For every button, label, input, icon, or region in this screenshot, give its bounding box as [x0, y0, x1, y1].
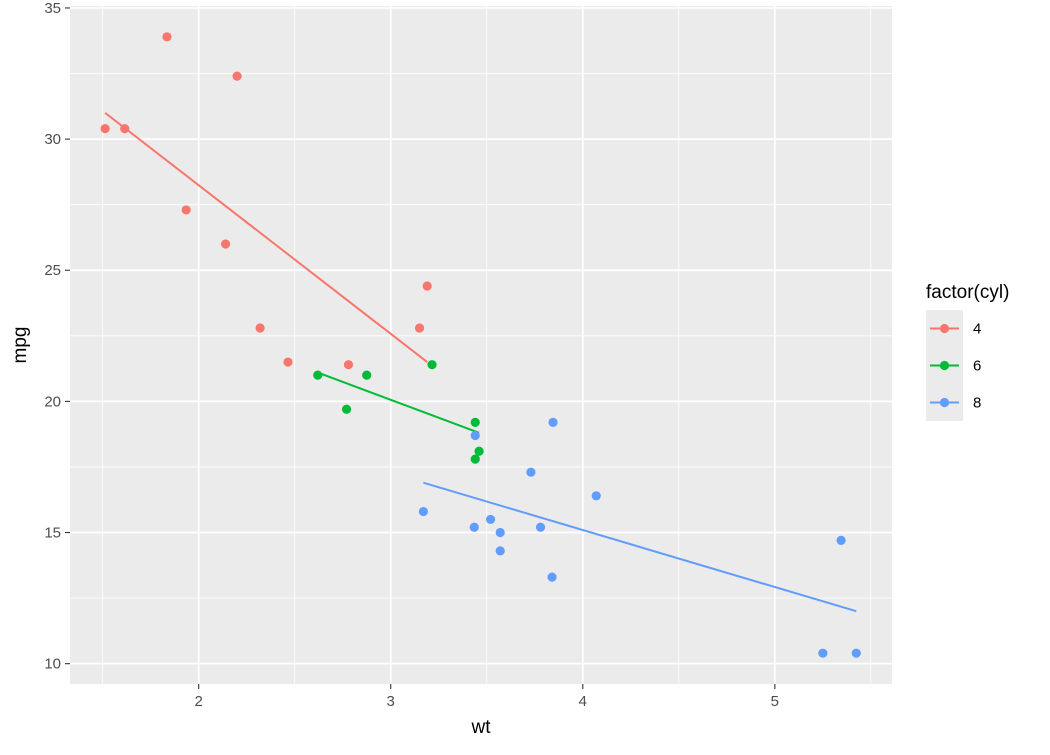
y-tick-label: 25: [44, 262, 61, 279]
data-point-cyl-8: [851, 648, 861, 658]
data-point-cyl-8: [495, 527, 505, 538]
y-tick-label: 10: [44, 656, 61, 673]
y-axis-title: mpg: [10, 327, 31, 364]
y-tick-label: 15: [44, 525, 61, 542]
data-point-cyl-8: [836, 535, 846, 546]
data-point-cyl-6: [362, 370, 372, 380]
data-point-cyl-8: [547, 572, 557, 582]
legend-key-point: [939, 360, 950, 371]
data-point-cyl-8: [818, 648, 828, 658]
data-point-cyl-4: [162, 32, 172, 42]
x-tick-label: 3: [387, 693, 395, 710]
data-point-cyl-8: [486, 514, 496, 525]
x-tick-label: 5: [771, 693, 779, 710]
data-point-cyl-4: [100, 124, 110, 134]
data-point-cyl-4: [220, 239, 231, 249]
x-axis-title: wt: [471, 717, 492, 738]
data-point-cyl-8: [548, 417, 558, 427]
axis-layer: 2 3 4 5 10 15 20 25 30 35: [44, 0, 779, 710]
legend: factor(cyl) 4 6 8: [926, 282, 1009, 421]
point-layer: [100, 32, 861, 658]
legend-key-point: [939, 323, 950, 334]
y-tick-label: 30: [44, 131, 61, 148]
y-tick-label: 35: [44, 0, 61, 17]
data-point-cyl-4: [283, 357, 293, 367]
legend-key-point: [939, 397, 950, 408]
legend-label-cyl-6: 6: [973, 358, 981, 375]
data-point-cyl-8: [495, 546, 505, 556]
data-point-cyl-8: [591, 491, 601, 501]
x-tick-label: 2: [195, 693, 203, 710]
data-point-cyl-4: [232, 71, 242, 81]
data-point-cyl-8: [535, 522, 546, 532]
data-point-cyl-6: [427, 360, 437, 370]
data-point-cyl-8: [418, 506, 428, 517]
data-point-cyl-4: [255, 323, 265, 333]
grid-layer: [70, 6, 892, 684]
legend-label-cyl-8: 8: [973, 395, 981, 412]
data-point-cyl-6: [341, 404, 352, 414]
data-point-cyl-8: [526, 467, 536, 477]
y-tick-label: 20: [44, 393, 61, 410]
fit-line-4: [104, 112, 428, 363]
data-point-cyl-8: [469, 522, 479, 532]
data-point-cyl-4: [181, 205, 191, 215]
data-point-cyl-6: [470, 417, 480, 427]
data-point-cyl-4: [120, 124, 130, 134]
data-point-cyl-8: [470, 430, 480, 441]
data-point-cyl-4: [422, 281, 432, 291]
x-tick-label: 4: [579, 693, 587, 710]
legend-label-cyl-4: 4: [973, 321, 981, 338]
fit-line-layer: [104, 112, 857, 613]
panel-background: [70, 6, 892, 684]
data-point-cyl-6: [313, 370, 323, 380]
legend-keys: 4 6 8: [926, 310, 981, 421]
data-point-cyl-6: [470, 454, 480, 464]
legend-title: factor(cyl): [926, 282, 1009, 303]
fit-line-6: [317, 371, 480, 434]
data-point-cyl-4: [414, 323, 425, 333]
data-point-cyl-4: [343, 360, 354, 370]
fit-line-8: [423, 481, 857, 613]
data-point-cyl-6: [474, 446, 484, 456]
